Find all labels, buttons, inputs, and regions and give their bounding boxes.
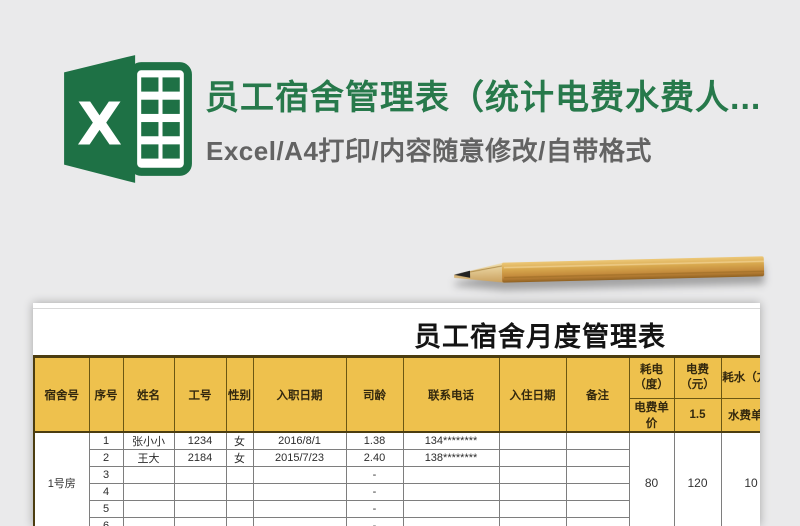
table-cell: - [345,483,404,501]
col-header-empid: 工号 [173,356,227,433]
table-cell: 2015/7/23 [252,449,347,467]
col-header-note: 备注 [565,356,630,433]
table-cell [225,483,254,501]
table-cell: 3 [88,466,124,484]
col-header-no: 序号 [88,356,124,433]
room-cell: 1号房 [33,431,90,526]
elec-unit-price-label: 电费单价 [628,398,675,433]
table-cell: 1234 [173,431,227,450]
table-row: 5 - [34,500,760,518]
table-cell [173,500,227,518]
table-cell: - [345,517,404,526]
table-cell [565,466,630,484]
table-cell: 4 [88,483,124,501]
sheet-title: 员工宿舍月度管理表 [414,322,666,352]
table-cell [252,517,347,526]
col-header-elecfee: 电费（元） [673,356,722,399]
table-cell [498,431,567,450]
table-row: 2 王大 2184 女 2015/7/23 2.40 138******** [34,449,760,467]
pencil-image [454,256,765,283]
table-cell: 5 [88,500,124,518]
col-header-power: 耗电（度） [628,356,675,399]
table-cell [402,466,500,484]
table-cell [122,483,175,501]
table-cell [498,483,567,501]
col-header-room: 宿舍号 [33,356,90,433]
table-cell [402,517,500,526]
table-cell: 134******** [402,431,500,450]
svg-text:X: X [77,89,122,158]
table-cell [402,483,500,501]
dorm-management-table: 宿舍号 序号 姓名 工号 性别 入职日期 司龄 联系电话 入住日期 备注 耗电（… [33,355,760,526]
page-edge-line [33,308,760,309]
table-cell [565,500,630,518]
table-cell: 2 [88,449,124,467]
table-cell: 1.38 [345,431,404,450]
table-cell: 女 [225,449,254,467]
col-header-gender: 性别 [225,356,254,433]
table-cell: 6 [88,517,124,526]
table-cell [498,449,567,467]
table-cell [225,466,254,484]
elec-unit-price-value: 1.5 [673,398,722,433]
table-cell: 2016/8/1 [252,431,347,450]
table-row: 4 - [34,483,760,501]
table-row: 1号房 1 张小小 1234 女 2016/8/1 1.38 134******… [33,431,760,526]
col-header-checkin: 入住日期 [498,356,567,433]
table-row: 6 - [34,517,760,526]
spreadsheet-preview: 员工宿舍月度管理表 宿舍号 序号 姓名 工号 性别 入职日期 司龄 联系电话 入… [33,303,760,526]
table-cell [565,483,630,501]
water-total-cell: 10 [720,431,760,526]
col-header-name: 姓名 [122,356,175,433]
table-cell: - [345,500,404,518]
power-total-cell: 80 [628,431,675,526]
product-title: 员工宿舍管理表（统计电费水费人... [205,79,762,114]
col-header-tenure: 司龄 [345,356,404,433]
excel-logo-icon: X [64,55,192,183]
col-header-water: 耗水（方） [720,356,760,399]
table-cell [565,431,630,450]
table-cell: 2184 [173,449,227,467]
water-unit-price-label: 水费单价 [720,398,760,433]
table-cell [173,466,227,484]
table-cell [252,483,347,501]
table-cell: 138******** [402,449,500,467]
table-cell: 张小小 [122,431,175,450]
elecfee-total-cell: 120 [673,431,722,526]
table-cell [122,500,175,518]
table-cell [498,517,567,526]
table-cell [498,466,567,484]
table-cell [122,517,175,526]
table-cell [122,466,175,484]
col-header-phone: 联系电话 [402,356,500,433]
table-cell: 1 [88,431,124,450]
table-cell [565,517,630,526]
table-cell [225,517,254,526]
table-cell [225,500,254,518]
table-cell [252,466,347,484]
table-cell [173,517,227,526]
table-cell: 王大 [122,449,175,467]
table-cell [402,500,500,518]
table-cell [173,483,227,501]
col-header-hiredate: 入职日期 [252,356,347,433]
table-cell [498,500,567,518]
table-cell [252,500,347,518]
table-cell: 2.40 [345,449,404,467]
table-cell: - [345,466,404,484]
product-subtitle: Excel/A4打印/内容随意修改/自带格式 [206,136,652,166]
table-cell: 女 [225,431,254,450]
table-cell [565,449,630,467]
